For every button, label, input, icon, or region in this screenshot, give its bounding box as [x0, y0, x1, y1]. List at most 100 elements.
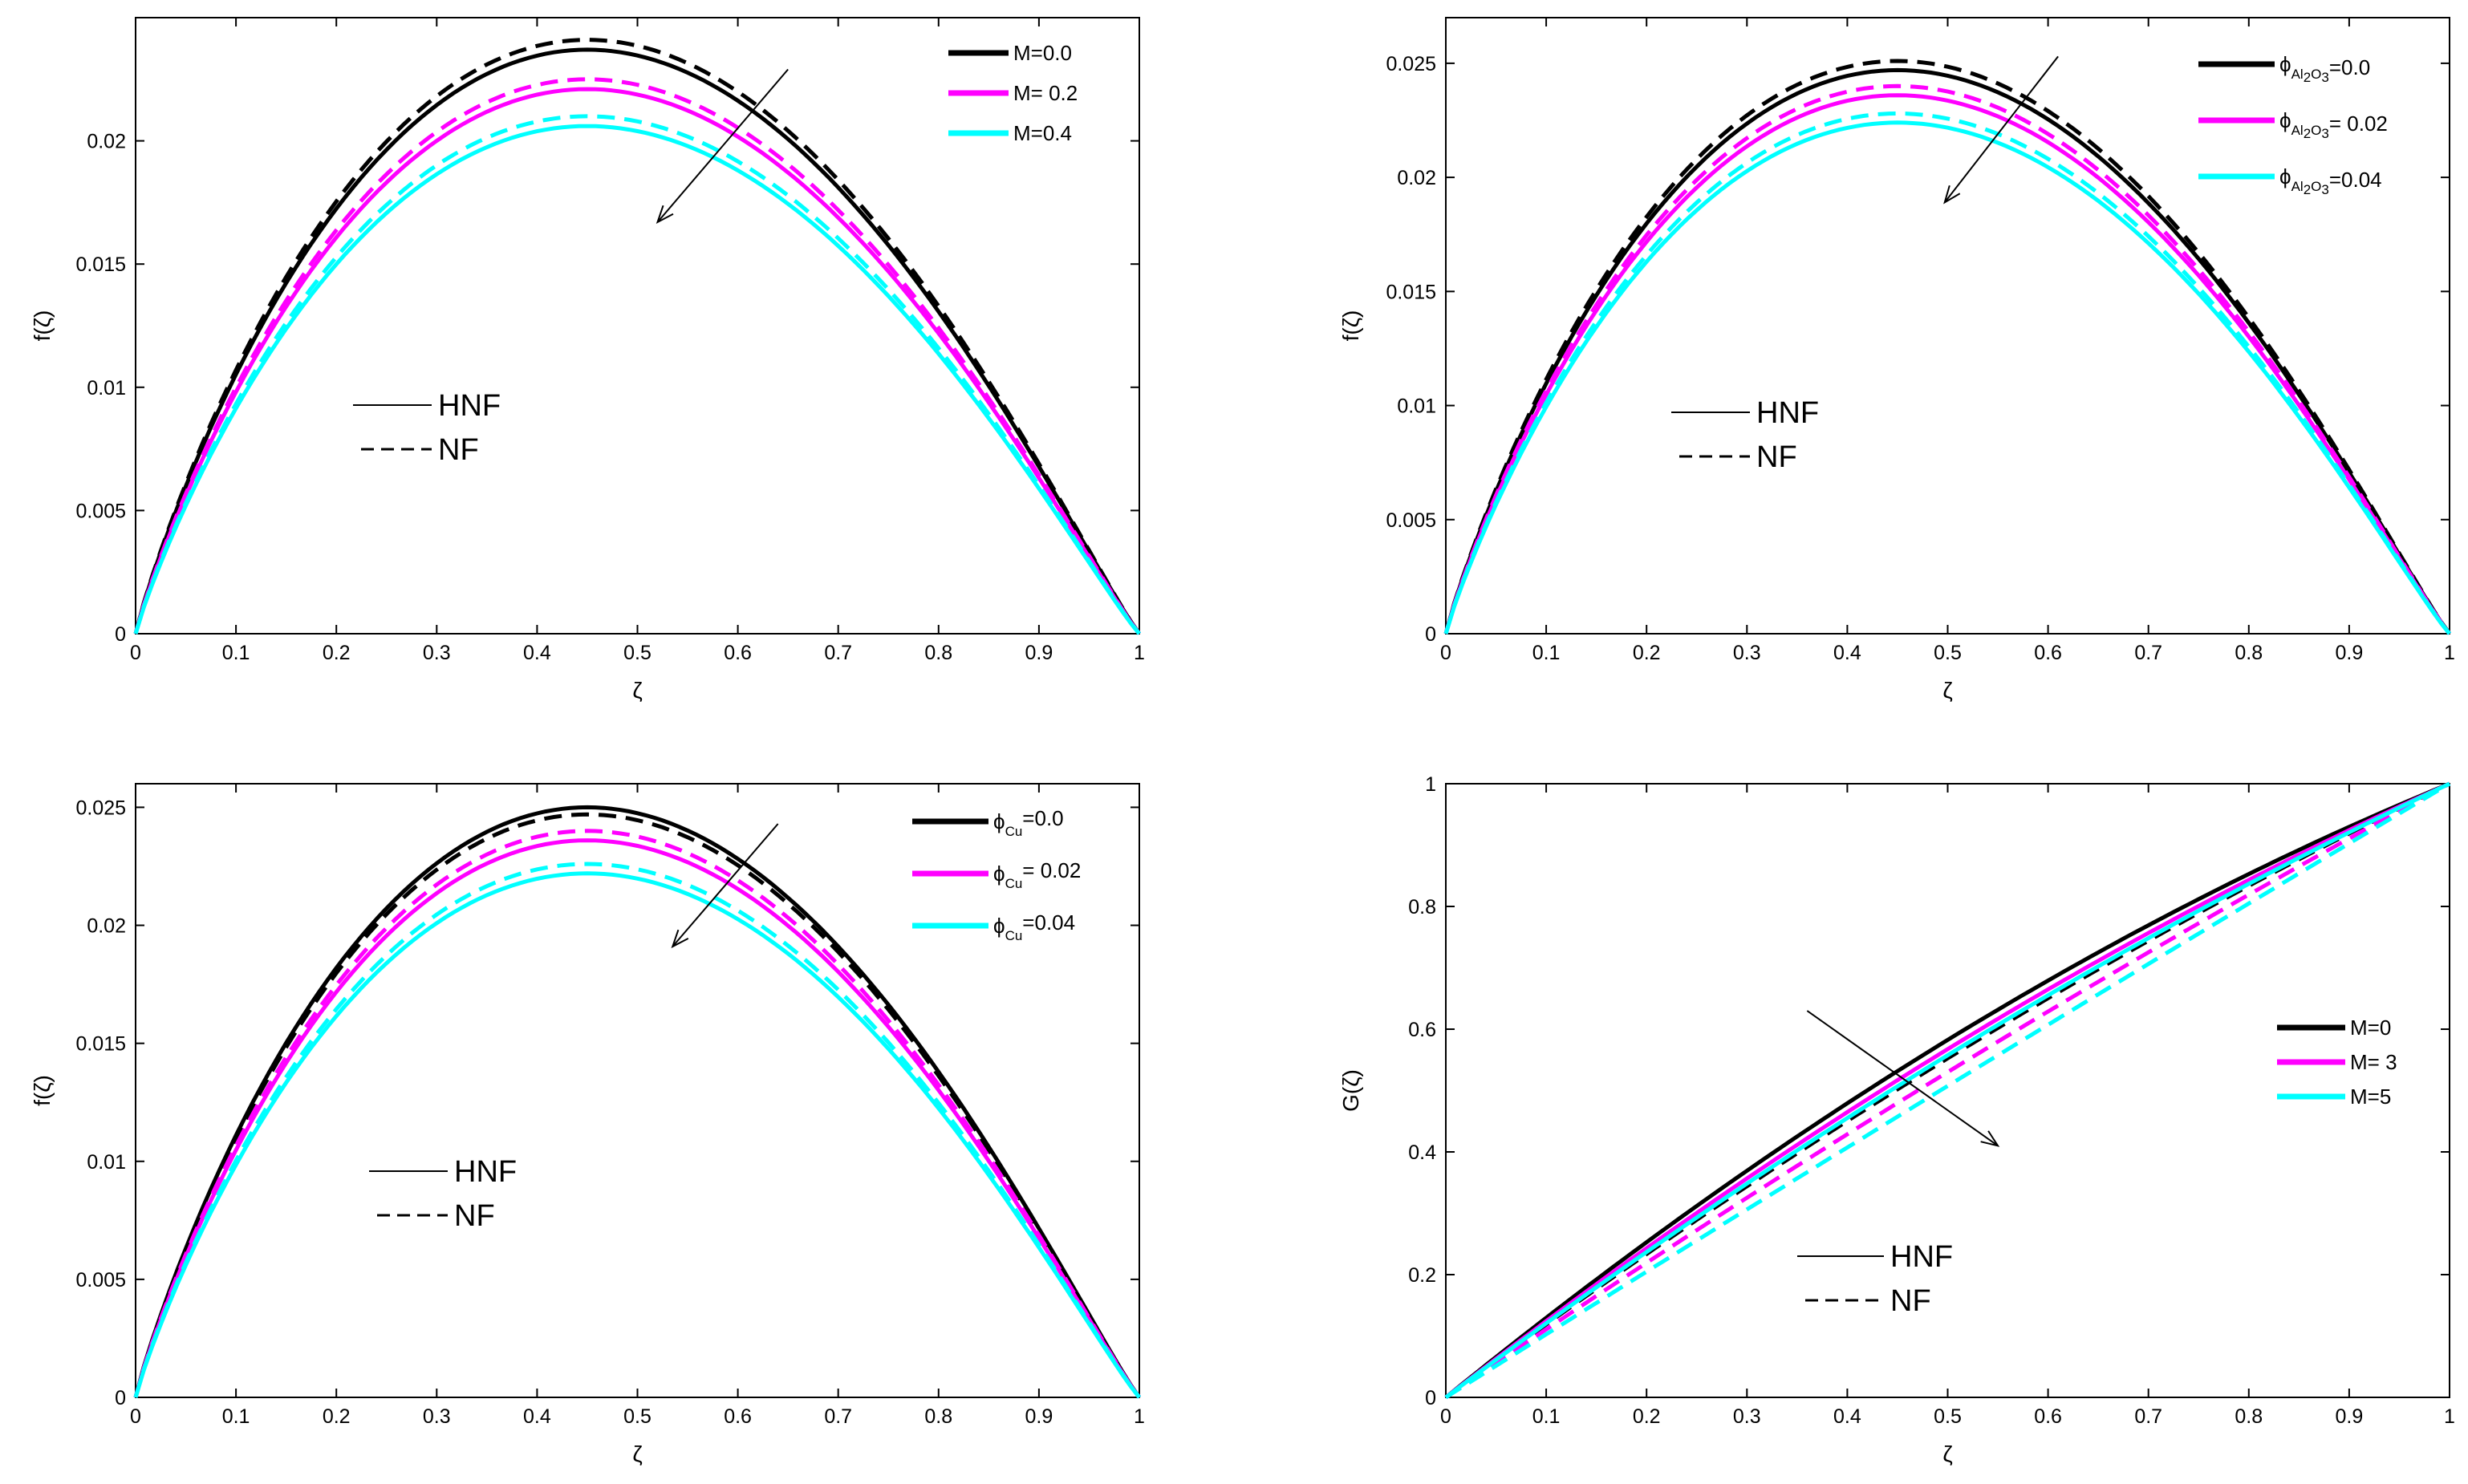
- x-axis-label: ζ: [632, 678, 642, 703]
- series-line-nf: [133, 38, 1142, 635]
- legend-label: M= 3: [2350, 1050, 2397, 1074]
- y-axis-label: f(ζ): [30, 1075, 55, 1106]
- trend-arrow-head: [671, 929, 689, 949]
- x-tick-label: 0.4: [1833, 1405, 1861, 1428]
- y-tick-label: 0: [1425, 1387, 1436, 1409]
- x-tick-label: 0.1: [222, 1405, 250, 1428]
- series-line-hnf: [133, 805, 1142, 1399]
- y-tick-label: 0.005: [75, 1269, 126, 1291]
- series-line-nf: [1444, 781, 2451, 1400]
- panel-bottom-left: 0 0.1 0.2 0.3 0.4 0.5 0.6 0.7 0.8 0.9 1 0 0.005 0.01 0…: [30, 783, 1145, 1466]
- panel-top-right: 0 0.1 0.2 0.3 0.4 0.5 0.6 0.7 0.8 0.9 1 0 0.005 0.01 0…: [1338, 17, 2455, 703]
- style-legend-nf-label: NF: [1890, 1284, 1931, 1318]
- x-tick-label: 0.6: [2034, 1405, 2062, 1428]
- legend-label: ϕAl2O3=0.04: [2279, 164, 2382, 197]
- series-line-nf: [133, 812, 1142, 1399]
- y-tick-label: 0.005: [75, 500, 126, 522]
- series-line-nf: [1443, 111, 2451, 635]
- series-line-hnf: [133, 838, 1142, 1399]
- x-tick-label: 0: [130, 1405, 141, 1428]
- x-tick-label: 0.2: [1633, 642, 1661, 664]
- x-tick-label: 0.6: [2034, 642, 2062, 664]
- y-tick-label: 0.02: [1397, 167, 1436, 189]
- panel-top-left: 0 0.1 0.2 0.3 0.4 0.5 0.6 0.7 0.8 0.9 1 0 0.005 0.01 0…: [30, 17, 1145, 703]
- x-tick-label: 0.5: [623, 642, 652, 664]
- series-line-hnf: [1443, 67, 2452, 635]
- y-axis-label: G(ζ): [1338, 1069, 1363, 1112]
- x-tick-label: 0.4: [1833, 642, 1861, 664]
- x-tick-label: 1: [1134, 1405, 1145, 1428]
- legend-label: ϕAl2O3= 0.02: [2279, 108, 2388, 141]
- trend-arrow-head: [1980, 1130, 2000, 1147]
- x-tick-label: 0.4: [523, 1405, 551, 1428]
- x-tick-label: 0.2: [323, 642, 351, 664]
- x-tick-label: 0.8: [924, 642, 952, 664]
- y-tick-label: 0.6: [1408, 1019, 1436, 1041]
- x-axis-label: ζ: [1942, 1441, 1952, 1466]
- x-tick-label: 0.3: [1733, 1405, 1761, 1428]
- series-line-hnf: [1443, 93, 2451, 635]
- y-tick-label: 0.015: [75, 1033, 126, 1056]
- x-tick-label: 0: [130, 642, 141, 664]
- x-tick-label: 0.5: [623, 1405, 652, 1428]
- y-tick-label: 0.02: [87, 915, 126, 938]
- series-line-hnf: [133, 87, 1141, 635]
- y-axis-label: f(ζ): [30, 310, 55, 342]
- y-tick-label: 0.015: [75, 253, 126, 276]
- x-tick-label: 0.8: [2235, 1405, 2263, 1428]
- series-line-nf: [1443, 59, 2452, 635]
- x-tick-label: 0.8: [924, 1405, 952, 1428]
- legend-label: ϕCu=0.0: [993, 806, 1064, 839]
- x-tick-label: 0.2: [323, 1405, 351, 1428]
- x-tick-label: 0.1: [1532, 642, 1561, 664]
- x-tick-label: 0.3: [1733, 642, 1761, 664]
- series-line-nf: [133, 77, 1142, 635]
- series-line-hnf: [133, 871, 1141, 1399]
- x-tick-label: 1: [2444, 1405, 2455, 1428]
- y-tick-label: 0.015: [1386, 281, 1436, 303]
- panel-bottom-right: 0 0.1 0.2 0.3 0.4 0.5 0.6 0.7 0.8 0.9 1 0 0.2 0.4 0.6 0…: [1338, 773, 2455, 1466]
- series-line-nf: [1443, 83, 2452, 635]
- x-tick-label: 0.8: [2235, 642, 2263, 664]
- style-legend-nf-label: NF: [1756, 440, 1797, 474]
- x-tick-label: 0.5: [1934, 1405, 1962, 1428]
- x-tick-label: 0.3: [423, 1405, 451, 1428]
- x-tick-label: 0.9: [2336, 642, 2364, 664]
- series-line-hnf: [1444, 781, 2450, 1399]
- series-line-nf: [1444, 781, 2451, 1400]
- y-tick-label: 0.4: [1408, 1141, 1436, 1164]
- style-legend-nf-label: NF: [438, 433, 479, 467]
- x-tick-label: 0.7: [2134, 1405, 2162, 1428]
- x-tick-label: 1: [2444, 642, 2455, 664]
- y-tick-label: 0.005: [1386, 509, 1436, 532]
- legend-label: ϕCu=0.04: [993, 910, 1075, 943]
- series-line-hnf: [1443, 120, 2451, 635]
- series-line-nf: [133, 829, 1142, 1399]
- style-legend-nf-label: NF: [454, 1199, 495, 1233]
- legend-label: M=0.0: [1013, 41, 1072, 65]
- series-line-nf: [133, 862, 1141, 1399]
- x-tick-label: 0.9: [1025, 642, 1053, 664]
- x-tick-label: 0.3: [423, 642, 451, 664]
- legend-label: ϕCu= 0.02: [993, 858, 1081, 891]
- x-tick-label: 0.7: [824, 642, 852, 664]
- x-tick-label: 0.6: [724, 1405, 752, 1428]
- style-legend-hnf-label: HNF: [438, 389, 501, 423]
- x-tick-label: 0.9: [2336, 1405, 2364, 1428]
- trend-arrow-head: [656, 205, 674, 225]
- trend-arrow-line: [656, 68, 789, 223]
- axes-box: [135, 783, 1140, 1398]
- legend-label: M= 0.2: [1013, 81, 1078, 105]
- x-tick-label: 0.9: [1025, 1405, 1053, 1428]
- y-tick-label: 0: [115, 1387, 126, 1409]
- y-tick-label: 1: [1425, 773, 1436, 796]
- x-tick-label: 0.6: [724, 642, 752, 664]
- x-tick-label: 0.5: [1934, 642, 1962, 664]
- y-tick-label: 0.8: [1408, 896, 1436, 918]
- x-tick-label: 0.2: [1633, 1405, 1661, 1428]
- trend-arrow-line: [672, 823, 779, 947]
- x-axis-label: ζ: [632, 1441, 642, 1466]
- series-line-hnf: [1444, 781, 2451, 1399]
- x-tick-label: 0: [1440, 642, 1451, 664]
